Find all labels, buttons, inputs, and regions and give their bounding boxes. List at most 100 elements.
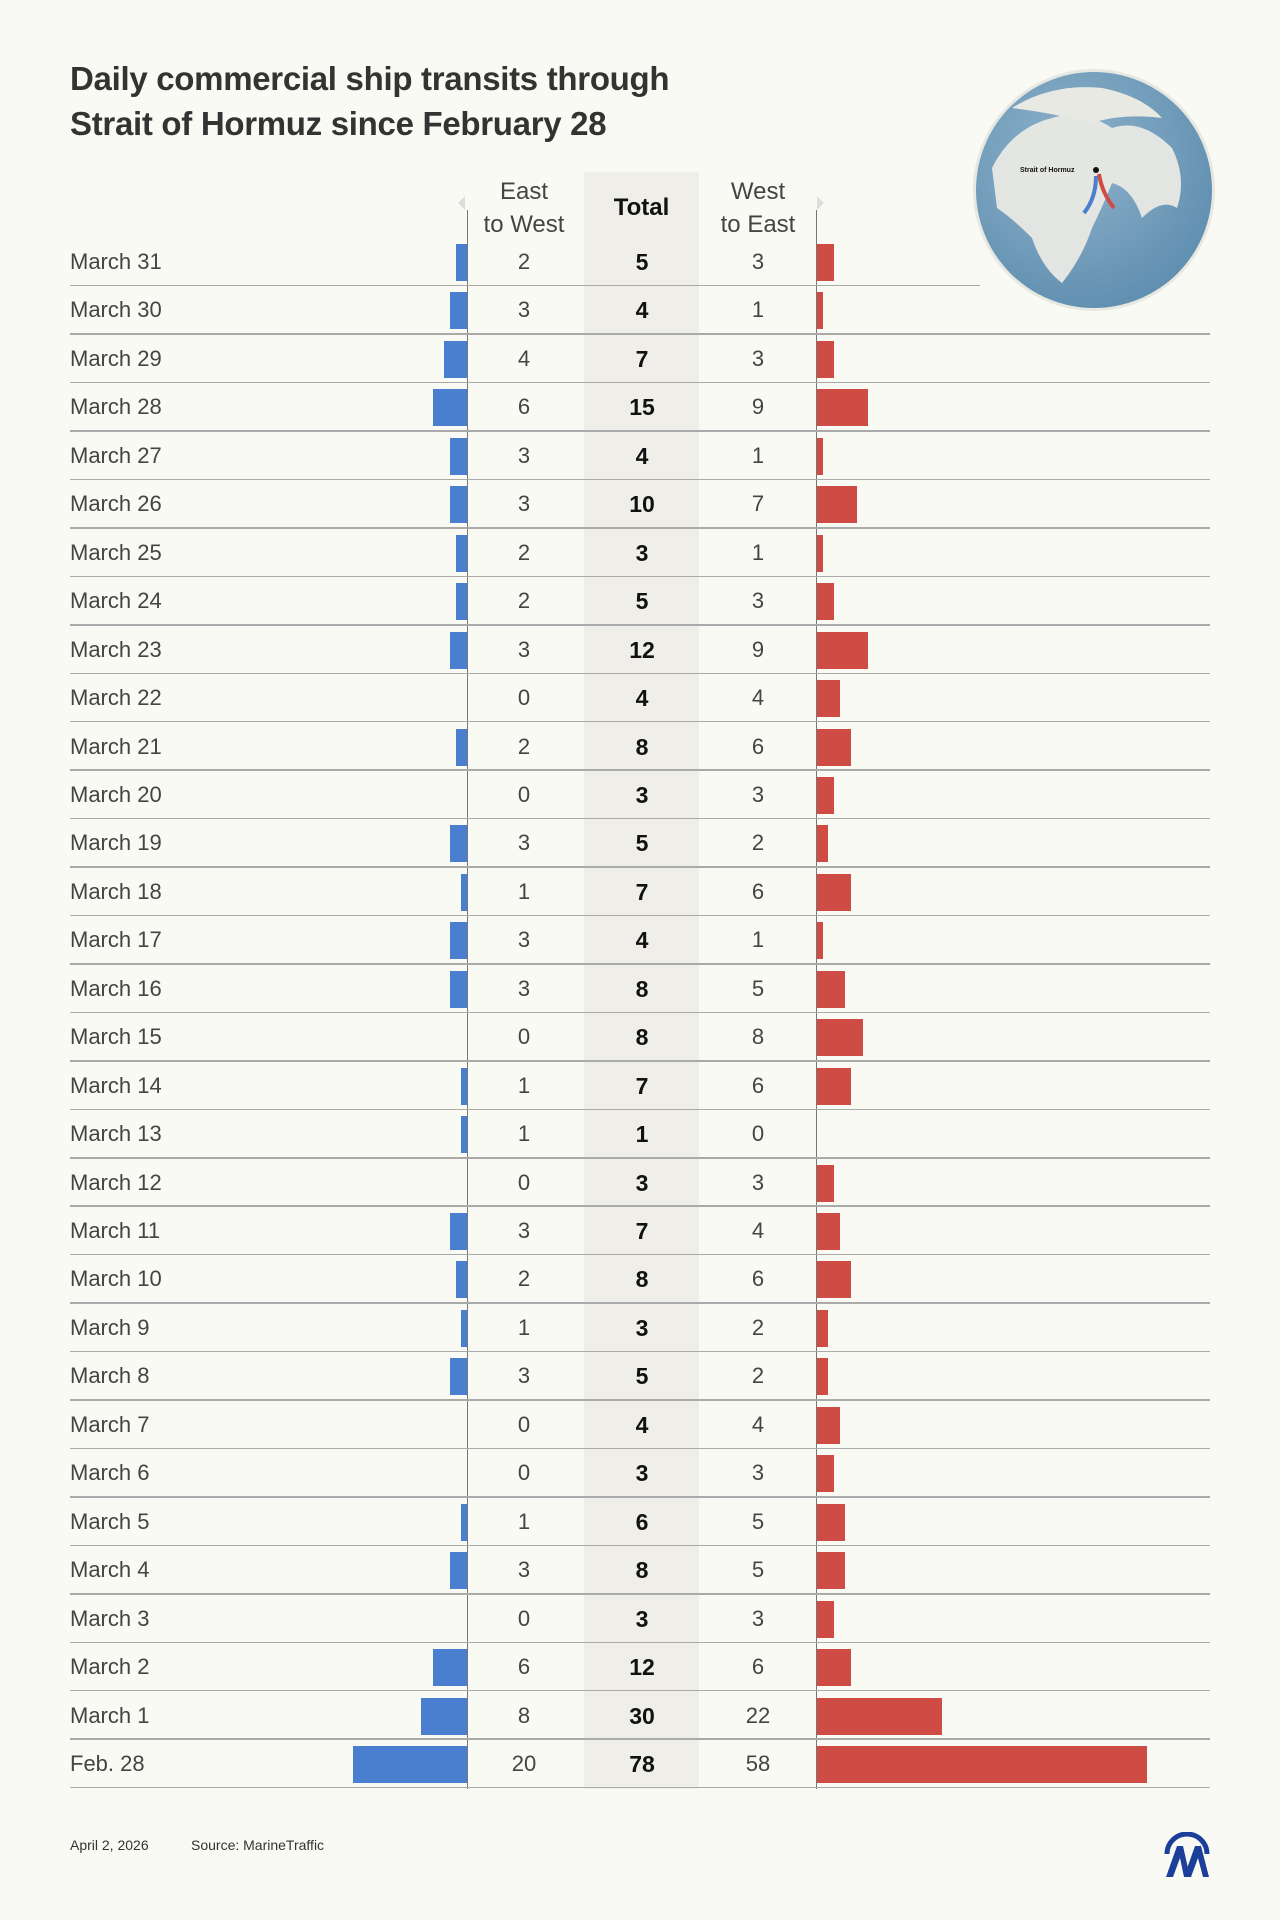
- west-to-east-value: 5: [751, 975, 765, 1001]
- table-row: March 22 0 4 4: [0, 674, 1280, 723]
- west-to-east-value: 2: [751, 1314, 765, 1340]
- west-to-east-bar: [817, 1406, 840, 1444]
- total-value: 8: [635, 733, 649, 760]
- date-label: March 23: [70, 636, 162, 662]
- west-to-east-bar: [817, 970, 846, 1008]
- east-to-west-value: 3: [517, 927, 531, 953]
- west-to-east-bar: [817, 1600, 835, 1638]
- table-row: March 12 0 3 3: [0, 1159, 1280, 1207]
- row-divider: [70, 1108, 1210, 1111]
- table-row: March 29 4 7 3: [0, 335, 1280, 384]
- west-axis-line: [816, 210, 817, 1789]
- east-to-west-value: 2: [517, 733, 531, 759]
- total-value: 4: [635, 297, 649, 324]
- row-divider: [70, 381, 1210, 384]
- table-row: March 5 1 6 5: [0, 1498, 1280, 1547]
- date-label: March 18: [70, 878, 162, 904]
- date-label: March 30: [70, 297, 162, 323]
- total-value: 3: [635, 1605, 649, 1632]
- total-value: 5: [635, 830, 649, 857]
- east-to-west-value: 0: [517, 1411, 531, 1437]
- west-to-east-bar: [817, 1309, 829, 1347]
- east-to-west-value: 3: [517, 1218, 531, 1243]
- west-to-east-bar: [817, 1019, 863, 1057]
- table-row: March 18 1 7 6: [0, 868, 1280, 917]
- date-label: March 13: [70, 1121, 162, 1147]
- date-label: March 14: [70, 1072, 162, 1098]
- west-to-east-bar: [817, 922, 823, 960]
- west-to-east-value: 3: [751, 345, 765, 371]
- west-to-east-value: 1: [751, 927, 765, 953]
- row-divider: [70, 963, 1210, 965]
- east-to-west-bar: [449, 825, 467, 863]
- date-label: March 26: [70, 491, 162, 517]
- west-to-east-value: 6: [751, 1072, 765, 1098]
- date-label: March 28: [70, 394, 162, 420]
- west-to-east-value: 3: [751, 1169, 765, 1195]
- west-to-east-bar: [817, 534, 823, 572]
- east-to-west-bar: [449, 1552, 467, 1590]
- east-to-west-bar: [449, 486, 467, 524]
- row-divider: [70, 430, 1210, 432]
- table-row: March 23 3 12 9: [0, 626, 1280, 675]
- row-divider: [70, 866, 1210, 868]
- east-to-west-value: 2: [517, 588, 531, 614]
- table-row: March 10 2 8 6: [0, 1255, 1280, 1304]
- east-to-west-value: 3: [517, 491, 531, 517]
- table-row: March 9 1 3 2: [0, 1304, 1280, 1353]
- row-divider: [70, 333, 1210, 335]
- west-to-east-value: 22: [745, 1702, 771, 1728]
- row-divider: [70, 720, 1210, 723]
- header-east-line2: to West: [483, 211, 565, 238]
- west-to-east-bar: [817, 389, 869, 427]
- east-to-west-bar: [461, 873, 467, 911]
- row-divider: [70, 1641, 1210, 1644]
- location-dot: [1093, 167, 1099, 173]
- west-to-east-value: 6: [751, 1654, 765, 1680]
- east-to-west-bar: [455, 534, 467, 572]
- title-line-1: Daily commercial ship transits through: [70, 60, 670, 97]
- east-to-west-bar: [449, 437, 467, 475]
- west-to-east-value: 7: [751, 491, 765, 517]
- total-value: 8: [635, 1024, 649, 1051]
- footer-source: Source: MarineTraffic: [191, 1837, 325, 1853]
- east-to-west-value: 2: [517, 539, 531, 565]
- east-to-west-bar: [455, 244, 467, 281]
- header-west-line1: West: [730, 178, 786, 205]
- west-to-east-bar: [817, 437, 823, 475]
- row-divider: [70, 914, 1210, 917]
- east-to-west-bar: [461, 1067, 467, 1105]
- west-to-east-bar: [817, 244, 835, 281]
- table-row: March 26 3 10 7: [0, 480, 1280, 529]
- table-row: March 4 3 8 5: [0, 1546, 1280, 1595]
- total-value: 4: [635, 1411, 649, 1438]
- row-divider: [70, 527, 1210, 529]
- table-row: March 7 0 4 4: [0, 1401, 1280, 1450]
- total-value: 6: [635, 1508, 649, 1535]
- row-divider: [70, 817, 1210, 820]
- total-value: 10: [629, 491, 655, 518]
- date-label: March 10: [70, 1266, 162, 1292]
- west-to-east-bar: [817, 1164, 835, 1202]
- date-label: March 16: [70, 975, 162, 1001]
- west-to-east-value: 6: [751, 1266, 765, 1292]
- west-to-east-value: 9: [751, 636, 765, 662]
- east-to-west-bar: [432, 389, 467, 427]
- date-label: March 6: [70, 1460, 150, 1486]
- west-to-east-bar: [817, 583, 835, 621]
- east-to-west-value: 2: [517, 249, 531, 274]
- total-value: 1: [635, 1121, 649, 1148]
- table-row: March 30 3 4 1: [0, 286, 1280, 335]
- west-to-east-bar: [817, 680, 840, 718]
- date-label: March 15: [70, 1024, 162, 1050]
- west-to-east-bar: [817, 825, 829, 863]
- table-row: March 16 3 8 5: [0, 965, 1280, 1014]
- east-to-west-bar: [353, 1745, 467, 1783]
- total-value: 5: [635, 588, 649, 615]
- west-to-east-value: 5: [751, 1508, 765, 1534]
- east-to-west-value: 3: [517, 297, 531, 323]
- west-to-east-bar: [817, 873, 852, 911]
- header-west-line2: to East: [720, 211, 796, 238]
- west-to-east-value: 3: [751, 1460, 765, 1486]
- table-row: March 24 2 5 3: [0, 577, 1280, 626]
